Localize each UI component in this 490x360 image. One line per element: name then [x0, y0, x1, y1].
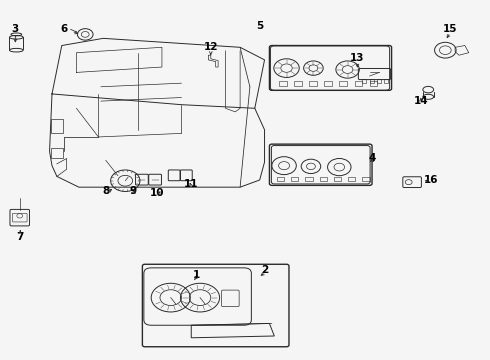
Text: 13: 13 — [350, 53, 365, 63]
Bar — [324, 81, 332, 86]
Bar — [362, 177, 369, 181]
Text: 6: 6 — [61, 24, 68, 35]
Bar — [362, 78, 366, 83]
Bar — [51, 148, 63, 158]
Bar — [305, 177, 313, 181]
Text: 1: 1 — [193, 270, 200, 280]
Text: 2: 2 — [261, 265, 268, 275]
Bar — [384, 78, 388, 83]
Text: 8: 8 — [102, 186, 109, 196]
Text: 7: 7 — [17, 232, 24, 242]
Bar — [51, 119, 63, 134]
Text: 14: 14 — [414, 96, 428, 106]
Text: 12: 12 — [203, 42, 218, 52]
Bar — [340, 81, 347, 86]
Text: 9: 9 — [129, 186, 136, 196]
Bar — [319, 177, 327, 181]
Bar — [348, 177, 355, 181]
Text: 5: 5 — [256, 21, 263, 31]
Bar — [309, 81, 317, 86]
Bar — [355, 81, 362, 86]
Text: 16: 16 — [423, 175, 438, 185]
Text: 15: 15 — [443, 24, 458, 35]
Bar — [334, 177, 341, 181]
Bar — [279, 81, 287, 86]
Bar — [277, 177, 284, 181]
Bar — [369, 78, 373, 83]
Text: 11: 11 — [184, 179, 198, 189]
Bar — [291, 177, 298, 181]
Bar — [369, 81, 377, 86]
Text: 3: 3 — [12, 24, 19, 35]
Bar — [377, 78, 381, 83]
Bar — [294, 81, 302, 86]
Text: 4: 4 — [368, 153, 376, 163]
Text: 10: 10 — [150, 188, 164, 198]
